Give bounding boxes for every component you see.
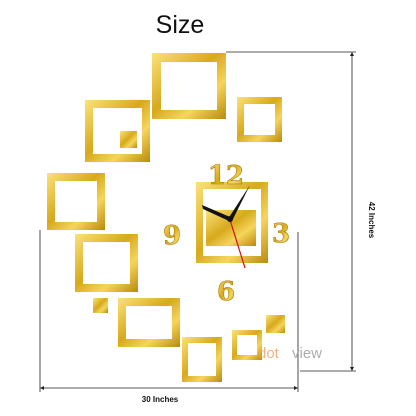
title: Size xyxy=(156,11,205,39)
numeral-6: 6 xyxy=(217,277,235,307)
watermark-dot: dot xyxy=(258,345,280,362)
width-label: 30 Inches xyxy=(142,395,179,404)
height-label: 42 Inches xyxy=(367,202,376,239)
clock-hands xyxy=(202,185,250,269)
numeral-12: 12 xyxy=(208,161,244,191)
mirror-squares xyxy=(47,53,285,382)
numeral-3: 3 xyxy=(272,219,290,249)
watermark-view: view xyxy=(292,345,322,362)
dimension-lines xyxy=(39,51,356,392)
numeral-9: 9 xyxy=(163,221,181,251)
